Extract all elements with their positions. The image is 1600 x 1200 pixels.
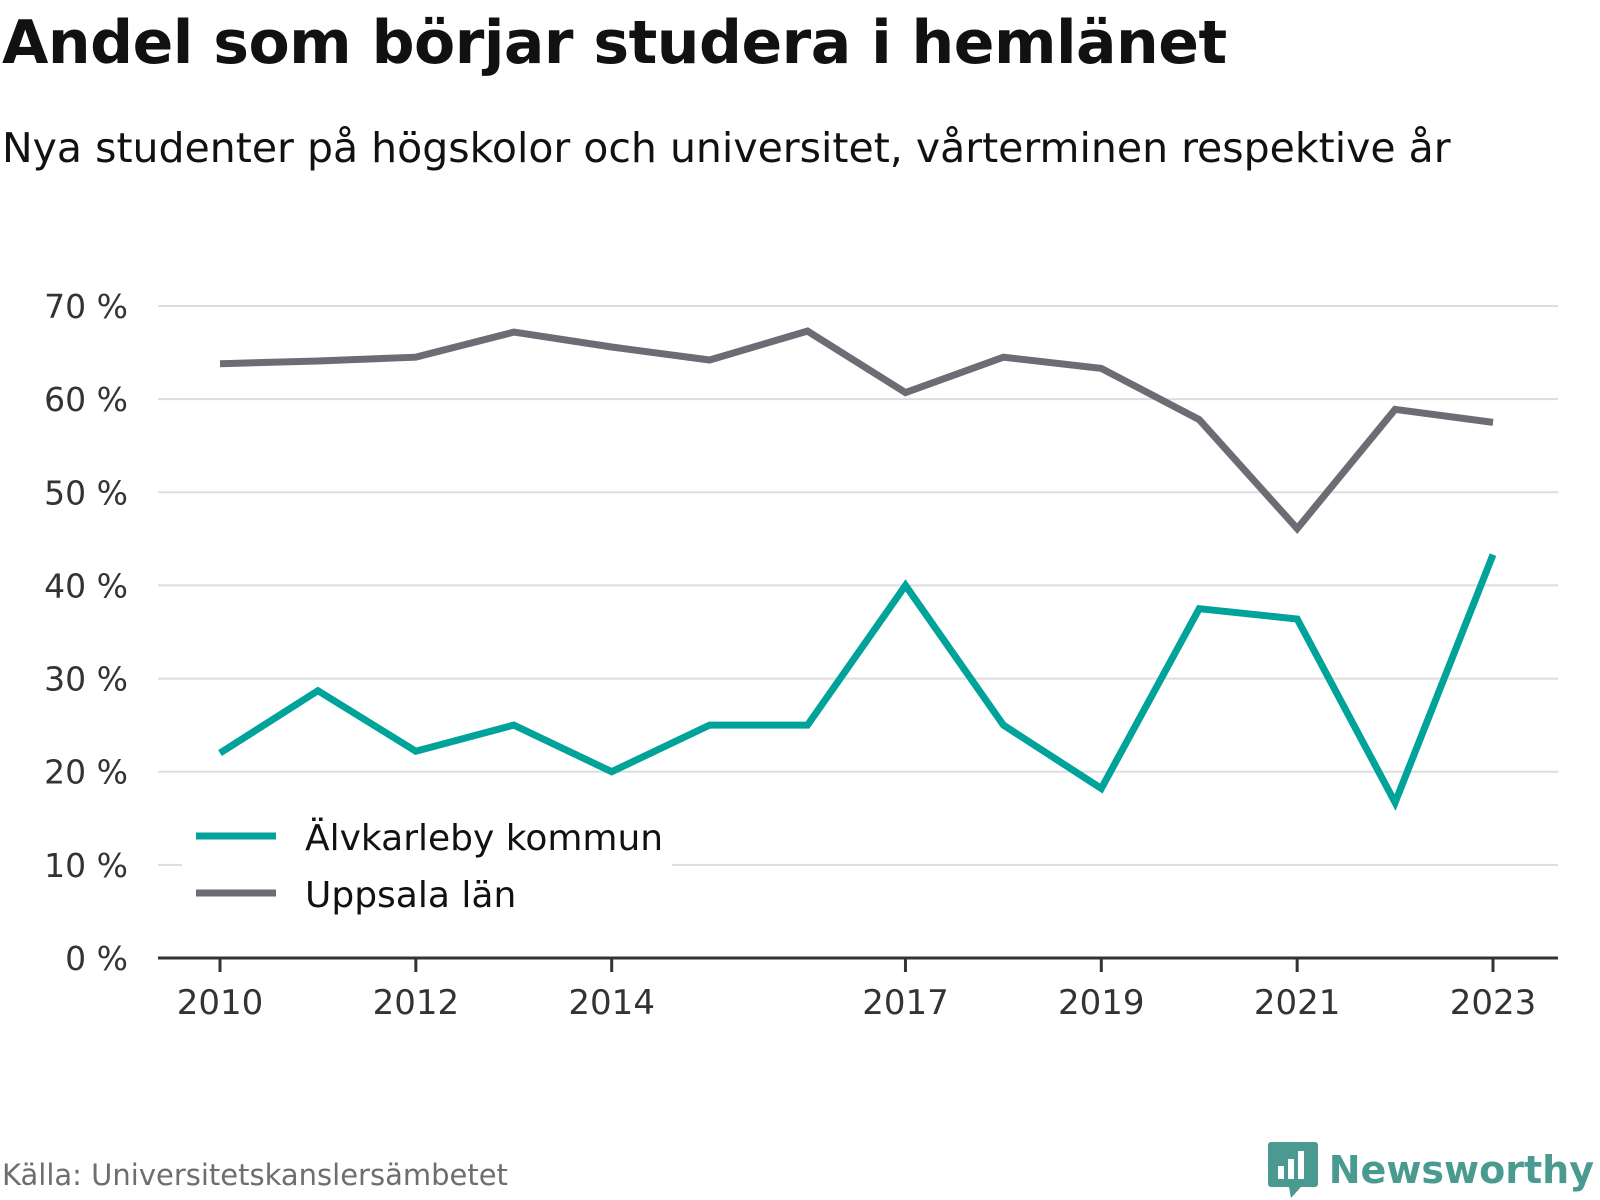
x-tick-label: 2014: [568, 983, 655, 1023]
y-tick-label: 70 %: [44, 287, 128, 326]
x-axis-ticks: 2010 2012 2014 2017 2019 2021 2023: [177, 958, 1537, 1023]
x-tick-label: 2021: [1254, 983, 1341, 1023]
legend-label-alvkarleby: Älvkarleby kommun: [305, 817, 663, 859]
series-lines: [218, 327, 1497, 811]
chart-subtitle: Nya studenter på högskolor och universit…: [2, 124, 1451, 172]
x-tick-label: 2023: [1450, 983, 1537, 1023]
y-tick-label: 0 %: [65, 939, 128, 978]
brand-logo: Newsworthy: [1267, 1140, 1594, 1200]
series-line-uppsala: [219, 327, 1494, 534]
source-note: Källa: Universitetskanslersämbetet: [2, 1158, 508, 1192]
y-tick-label: 10 %: [44, 846, 128, 885]
x-tick-label: 2010: [177, 983, 264, 1023]
legend-label-uppsala: Uppsala län: [305, 875, 516, 916]
y-tick-label: 60 %: [44, 380, 128, 419]
y-tick-label: 20 %: [44, 753, 128, 792]
x-tick-label: 2012: [373, 983, 460, 1023]
y-tick-label: 40 %: [44, 566, 128, 605]
y-tick-label: 50 %: [44, 473, 128, 512]
x-tick-label: 2017: [862, 983, 949, 1023]
bar-chart-speech-bubble-icon: [1267, 1142, 1318, 1198]
brand-name: Newsworthy: [1328, 1148, 1594, 1192]
legend: Älvkarleby kommun Uppsala län: [182, 802, 672, 916]
y-axis-tick-labels: 0 % 10 % 20 % 30 % 40 % 50 % 60 % 70 %: [44, 287, 128, 978]
gridlines: [158, 305, 1558, 866]
y-tick-label: 30 %: [44, 660, 128, 699]
chart-title: Andel som börjar studera i hemlänet: [2, 8, 1227, 78]
series-line-alvkarleby: [218, 553, 1497, 811]
x-tick-label: 2019: [1058, 983, 1145, 1023]
